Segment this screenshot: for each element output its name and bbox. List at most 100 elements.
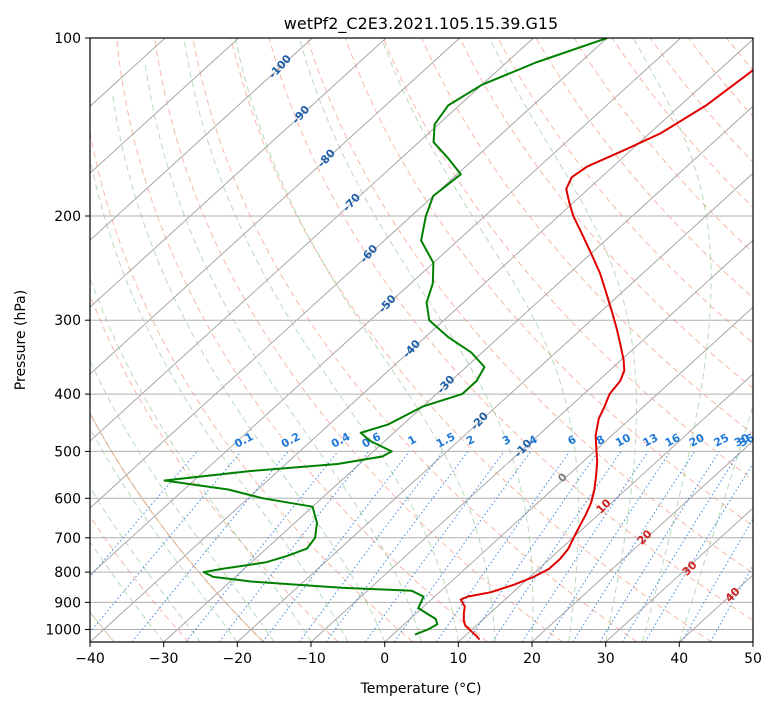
mixing-ratio-label: 2 (464, 433, 477, 448)
y-tick-label: 500 (54, 444, 81, 460)
moist-adiabat-line (488, 38, 637, 642)
y-tick-label: 400 (54, 387, 81, 403)
mixing-ratio-label: 36 (737, 431, 757, 450)
mixing-ratio-line (131, 451, 289, 642)
isotherm-line (678, 574, 753, 642)
x-tick-label: 30 (597, 651, 615, 667)
mixing-ratio-line (298, 451, 444, 642)
dry-adiabat-line (90, 515, 190, 642)
moist-adiabat-line (298, 38, 534, 642)
dry-adiabat-line (90, 129, 414, 642)
dry-adiabat-line (306, 38, 753, 574)
theta-label: 20 (635, 527, 655, 547)
theta-label: 10 (594, 496, 614, 516)
moist-adiabat-line (380, 38, 579, 642)
mixing-ratio-line (90, 451, 198, 578)
isotherm-line (90, 38, 682, 576)
x-tick-label: 40 (670, 651, 688, 667)
x-tick-label: 50 (744, 651, 762, 667)
x-tick-label: 20 (523, 651, 541, 667)
y-tick-label: 1000 (45, 623, 81, 639)
dry-adiabat-line (535, 38, 753, 299)
dry-adiabat-line (421, 38, 753, 435)
plot-background-lines (90, 38, 775, 642)
mixing-ratio-label: 13 (641, 431, 661, 450)
isotherm-line (90, 38, 753, 642)
mixing-ratio-label: 1 (406, 433, 419, 448)
y-tick-label: 300 (54, 313, 81, 329)
isotherm-line (90, 38, 313, 241)
mixing-ratio-label: 3 (500, 433, 513, 448)
theta-label: 30 (680, 558, 700, 578)
y-axis-label: Pressure (hPa) (13, 290, 29, 390)
moist-adiabat-line (90, 486, 201, 642)
moist-adiabat-line (632, 38, 712, 642)
mixing-ratio-line (185, 451, 339, 642)
moist-adiabat-line (90, 156, 349, 642)
mixing-ratio-line (90, 451, 242, 633)
mixing-ratio-line (467, 451, 599, 642)
dry-adiabat-line (192, 38, 638, 642)
moist-adiabat-line (90, 541, 165, 642)
dry-adiabat-line (268, 38, 753, 622)
mixing-ratio-line (621, 451, 741, 642)
isotherm-line (605, 507, 753, 642)
isotherms (90, 38, 753, 642)
mixing-ratio-lines (90, 451, 753, 642)
dry-adiabat-line (611, 38, 753, 209)
isotherm-line (236, 172, 753, 642)
dry-adiabat-line (765, 38, 775, 642)
moist-adiabat-line (234, 38, 496, 642)
mixing-ratio-line (681, 517, 753, 642)
mixing-ratio-line (572, 451, 696, 642)
dry-adiabat-line (230, 38, 712, 642)
dry-adiabat-line (154, 38, 563, 642)
y-tick-label: 700 (54, 531, 81, 547)
moist-adiabat-line (112, 95, 386, 642)
mixing-ratio-label: 10 (613, 431, 633, 450)
mixing-ratio-label: 0.4 (329, 430, 353, 451)
isotherm-line (384, 306, 753, 642)
axes: −40 −30 −20 −10 0 10 20 30 40 5010020030040050060… (45, 31, 762, 667)
isotherm-line (90, 38, 461, 375)
x-tick-label: −30 (149, 651, 179, 667)
mixing-ratio-label: 0.2 (279, 430, 302, 451)
theta-label: 0 (555, 470, 570, 485)
dry-adiabat-line (344, 38, 753, 527)
mixing-ratio-label: 16 (663, 431, 683, 450)
dry-adiabat-line (90, 411, 264, 642)
mixing-ratio-line (325, 451, 469, 642)
isotherm-line (531, 440, 753, 642)
mixing-ratio-line (644, 462, 753, 642)
dry-adiabat-line (116, 38, 488, 642)
mixing-ratio-line (364, 451, 505, 642)
plot-frame (89, 37, 754, 643)
mixing-ratio-line (491, 451, 622, 642)
mixing-ratio-line (218, 451, 370, 642)
mixing-ratio-label: 1.5 (434, 430, 457, 451)
isotherm-line (90, 38, 608, 509)
y-tick-label: 900 (54, 595, 81, 611)
moist-adiabat-line (144, 62, 422, 642)
x-tick-label: −10 (296, 651, 326, 667)
x-axis-label: Temperature (°C) (360, 681, 482, 697)
mixing-ratio-line (262, 451, 410, 642)
dry-adiabat-line (688, 38, 753, 118)
mixing-ratio-line (545, 451, 671, 642)
y-tick-label: 100 (54, 31, 81, 47)
dry-adiabat-line (573, 38, 753, 254)
chart-title: wetPf2_C2E3.2021.105.15.39.G15 (284, 14, 558, 34)
y-tick-label: 800 (54, 565, 81, 581)
mixing-ratio-line (521, 451, 649, 642)
moist-adiabat-line (183, 38, 459, 642)
isotherm-line (90, 38, 387, 308)
moist-adiabat-line (90, 276, 312, 642)
mixing-ratio-label: 0.1 (232, 430, 255, 451)
y-tick-label: 200 (54, 209, 81, 225)
profile-series (163, 38, 753, 641)
background-line-labels: -100-90-80-70-60-50-40-30-20-100.1 0.2 0.4… (232, 52, 757, 605)
isotherm-line (163, 105, 753, 642)
isotherm-line (310, 239, 753, 642)
moist-adiabats (90, 38, 753, 642)
